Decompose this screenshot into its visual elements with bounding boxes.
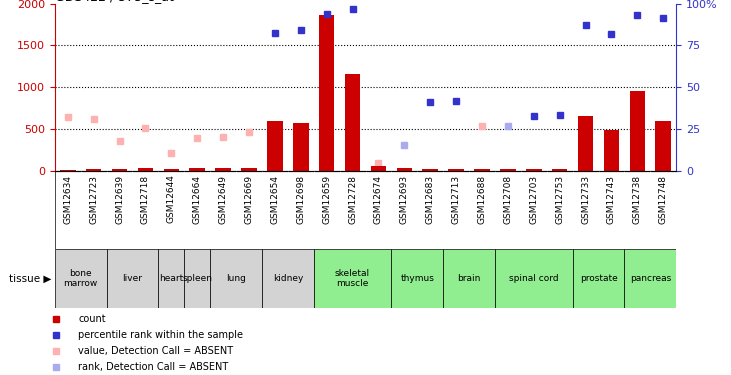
Text: tissue ▶: tissue ▶: [9, 273, 51, 284]
Text: GSM12669: GSM12669: [244, 175, 254, 223]
Bar: [55, 249, 107, 308]
Text: GSM12748: GSM12748: [659, 175, 667, 223]
Text: pancreas: pancreas: [629, 274, 671, 283]
Bar: [241, 168, 257, 171]
Text: skeletal
muscle: skeletal muscle: [335, 269, 370, 288]
Bar: [371, 166, 386, 171]
Bar: [629, 90, 645, 171]
Text: count: count: [78, 314, 106, 324]
Bar: [86, 169, 102, 171]
Text: GSM12674: GSM12674: [374, 175, 383, 223]
Text: GSM12718: GSM12718: [141, 175, 150, 223]
Text: GSM12683: GSM12683: [425, 175, 435, 223]
Text: GSM12753: GSM12753: [555, 175, 564, 223]
Text: GSM12733: GSM12733: [581, 175, 590, 223]
Bar: [267, 121, 283, 171]
Text: heart: heart: [159, 274, 183, 283]
Bar: [577, 116, 594, 171]
Bar: [474, 169, 490, 171]
Bar: [448, 170, 464, 171]
Bar: [159, 249, 184, 308]
Bar: [391, 249, 443, 308]
Text: prostate: prostate: [580, 274, 618, 283]
Text: spleen: spleen: [182, 274, 212, 283]
Bar: [107, 249, 159, 308]
Bar: [262, 249, 314, 308]
Text: GSM12738: GSM12738: [633, 175, 642, 223]
Bar: [604, 130, 619, 171]
Text: liver: liver: [123, 274, 143, 283]
Bar: [216, 168, 231, 171]
Text: GSM12728: GSM12728: [348, 175, 357, 223]
Text: percentile rank within the sample: percentile rank within the sample: [78, 330, 243, 340]
Text: brain: brain: [458, 274, 481, 283]
Bar: [624, 249, 676, 308]
Text: GSM12659: GSM12659: [322, 175, 331, 223]
Text: thymus: thymus: [401, 274, 434, 283]
Bar: [572, 249, 624, 308]
Bar: [345, 74, 360, 171]
Bar: [443, 249, 495, 308]
Text: rank, Detection Call = ABSENT: rank, Detection Call = ABSENT: [78, 362, 229, 372]
Text: GSM12698: GSM12698: [296, 175, 306, 223]
Text: GSM12743: GSM12743: [607, 175, 616, 223]
Text: GSM12644: GSM12644: [167, 175, 176, 223]
Bar: [112, 168, 127, 171]
Text: GSM12639: GSM12639: [115, 175, 124, 223]
Bar: [184, 249, 211, 308]
Bar: [189, 168, 205, 171]
Bar: [423, 169, 438, 171]
Text: GDS422 / 575_s_at: GDS422 / 575_s_at: [55, 0, 174, 3]
Text: GSM12664: GSM12664: [193, 175, 202, 223]
Text: spinal cord: spinal cord: [509, 274, 558, 283]
Bar: [396, 168, 412, 171]
Bar: [293, 123, 308, 171]
Bar: [164, 170, 179, 171]
Bar: [137, 168, 154, 171]
Bar: [552, 168, 567, 171]
Text: GSM12703: GSM12703: [529, 175, 538, 223]
Bar: [319, 15, 334, 171]
Bar: [211, 249, 262, 308]
Text: lung: lung: [226, 274, 246, 283]
Bar: [500, 169, 515, 171]
Bar: [656, 121, 671, 171]
Text: bone
marrow: bone marrow: [64, 269, 98, 288]
Bar: [495, 249, 572, 308]
Bar: [314, 249, 391, 308]
Bar: [526, 168, 542, 171]
Bar: [60, 170, 75, 171]
Text: GSM12654: GSM12654: [270, 175, 279, 223]
Text: GSM12723: GSM12723: [89, 175, 98, 223]
Text: GSM12649: GSM12649: [219, 175, 227, 223]
Text: GSM12708: GSM12708: [504, 175, 512, 223]
Text: GSM12693: GSM12693: [400, 175, 409, 223]
Text: GSM12688: GSM12688: [477, 175, 487, 223]
Text: kidney: kidney: [273, 274, 303, 283]
Text: value, Detection Call = ABSENT: value, Detection Call = ABSENT: [78, 346, 233, 356]
Text: GSM12634: GSM12634: [64, 175, 72, 223]
Text: GSM12713: GSM12713: [452, 175, 461, 223]
